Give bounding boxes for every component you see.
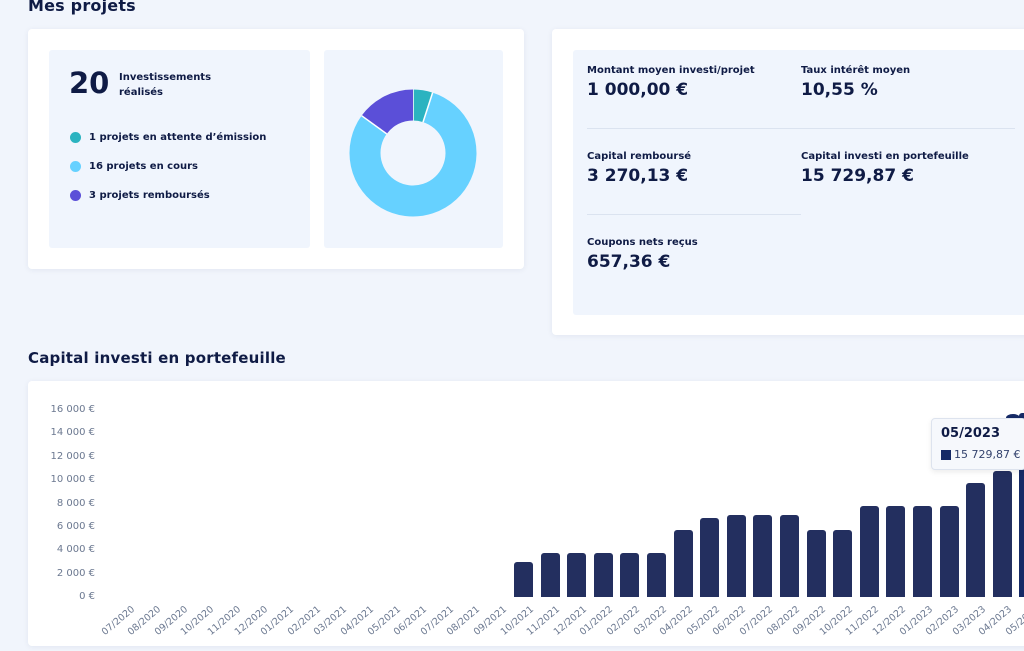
chart-bar[interactable] [1019,413,1024,597]
tooltip-row: 15 729,87 € [941,448,1020,461]
chart-bar[interactable] [886,506,906,597]
projects-summary-card: 20 Investissements réalisés 1 projets en… [28,29,524,269]
legend-pending-label: 1 projets en attente d’émission [89,132,267,143]
investments-count-label: Investissements réalisés [119,72,212,98]
y-tick-label: 14 000 € [50,427,95,439]
chart-bar[interactable] [859,506,879,597]
donut-slice-repaid[interactable] [361,89,414,135]
metric-avg-rate-label: Taux intérêt moyen [801,65,911,76]
divider [587,128,1015,129]
y-tick-label: 0 € [79,591,95,602]
ongoing-dot-icon [70,161,81,172]
legend-repaid: 3 projets remboursés [70,190,210,201]
chart-bar[interactable] [700,518,720,597]
pending-dot-icon [70,132,81,143]
legend-repaid-label: 3 projets remboursés [89,190,210,201]
y-tick-label: 10 000 € [50,474,95,486]
metrics-card: Montant moyen investi/projet 1 000,00 € … [552,29,1024,335]
chart-bar[interactable] [726,514,746,597]
chart-bar[interactable] [913,506,932,597]
series-swatch-icon [941,449,951,460]
metric-capital-repaid: Capital remboursé 3 270,13 € [587,151,691,186]
tooltip-title: 05/2023 [941,426,1001,441]
chart-bar[interactable] [833,529,853,597]
chart-bar[interactable] [966,483,986,597]
chart-tooltip: 05/2023 15 729,87 € [931,418,1024,470]
chart-bar[interactable] [620,553,640,597]
investments-count: 20 [69,66,110,100]
metric-coupons: Coupons nets reçus 657,36 € [587,237,698,272]
metric-coupons-value: 657,36 € [587,252,671,272]
chart-bar[interactable] [593,553,613,597]
chart-section-title: Capital investi en portefeuille [28,349,286,367]
donut-separator [361,115,388,135]
y-tick-label: 16 000 € [50,404,95,415]
metric-avg-rate-value: 10,55 % [801,80,878,100]
chart-bar[interactable] [753,514,773,597]
donut-panel [324,50,503,248]
metric-capital-invested-label: Capital investi en portefeuille [801,151,969,162]
metric-capital-repaid-label: Capital remboursé [587,151,692,162]
page-title: Mes projets [28,0,136,15]
chart-bar[interactable] [673,529,693,597]
divider [587,214,801,215]
chart-bar[interactable] [647,553,666,597]
chart-bar[interactable] [939,506,959,597]
chart-bar[interactable] [780,514,799,597]
metrics-panel: Montant moyen investi/projet 1 000,00 € … [573,50,1024,315]
chart-bar[interactable] [992,471,1012,597]
repaid-dot-icon [70,190,81,201]
y-tick-label: 4 000 € [56,544,95,556]
chart-bar[interactable] [567,553,587,597]
metric-capital-repaid-value: 3 270,13 € [587,166,689,186]
legend-ongoing: 16 projets en cours [70,161,198,172]
projects-donut-chart [349,89,477,217]
metric-capital-invested: Capital investi en portefeuille 15 729,8… [801,151,969,186]
metric-avg-amount: Montant moyen investi/projet 1 000,00 € [587,65,755,100]
metric-avg-amount-label: Montant moyen investi/projet [587,65,755,76]
legend-pending: 1 projets en attente d’émission [70,132,266,143]
projects-stats-panel: 20 Investissements réalisés 1 projets en… [49,50,310,248]
y-tick-label: 12 000 € [50,450,95,462]
y-tick-label: 2 000 € [56,567,95,579]
tooltip-value: 15 729,87 € [954,448,1021,461]
y-tick-label: 6 000 € [56,520,95,532]
chart-bar[interactable] [806,529,826,597]
donut-slice-ongoing[interactable] [349,92,477,217]
donut-separator [422,92,434,123]
metric-capital-invested-value: 15 729,87 € [801,166,914,186]
metric-coupons-label: Coupons nets reçus [587,237,698,248]
metric-avg-rate: Taux intérêt moyen 10,55 % [801,65,910,100]
capital-chart-card [28,381,1024,646]
chart-bar[interactable] [540,553,560,597]
y-tick-label: 8 000 € [56,497,95,509]
chart-bar[interactable] [514,561,533,597]
metric-avg-amount-value: 1 000,00 € [587,80,689,100]
legend-ongoing-label: 16 projets en cours [89,161,198,172]
